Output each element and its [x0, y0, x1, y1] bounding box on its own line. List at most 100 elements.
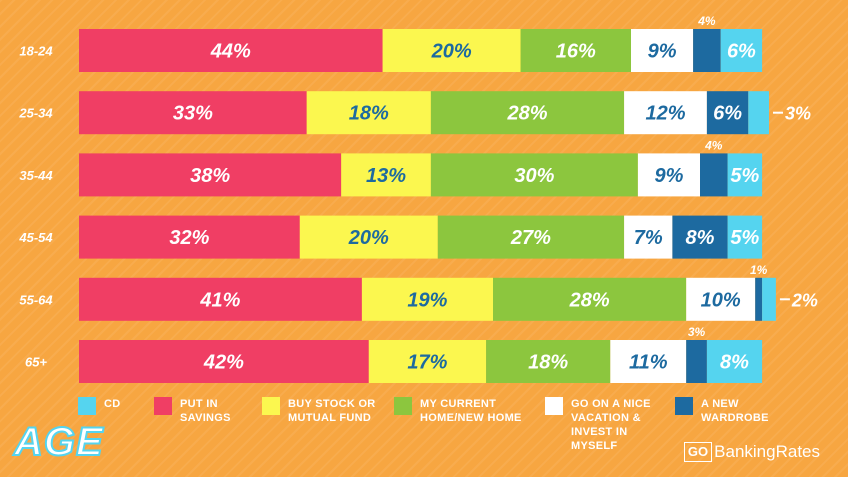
bar-35-44-buy-stock-or-mutual-fund — [341, 153, 431, 197]
bar-35-44-my-current-home-new-home — [430, 153, 638, 197]
bar-18-24-cd-label: 6% — [727, 41, 756, 63]
bar-18-24-my-current-home-new-home — [520, 29, 631, 72]
bar-65-a-new-wardrobe — [686, 340, 707, 383]
bar-35-44-cd-label: 5% — [730, 165, 759, 187]
brand-logo-box: GO — [683, 442, 713, 462]
bar-18-24-cd — [720, 29, 763, 72]
bar-25-34-a-new-wardrobe — [706, 91, 749, 135]
legend-label-cd: CD — [104, 398, 121, 410]
legend-swatch-savings — [154, 397, 172, 415]
legend-item-savings: PUT IN SAVINGS — [154, 397, 250, 425]
bar-45-54-cd — [727, 215, 763, 259]
legend: CD PUT IN SAVINGS BUY STOCK OR MUTUAL FU… — [78, 397, 778, 457]
bar-45-54-cd-label: 5% — [730, 227, 759, 249]
bar-35-44-a-new-wardrobe — [700, 153, 728, 197]
bar-45-54-put-in-savings-label: 32% — [169, 227, 209, 249]
bar-35-44-buy-stock-or-mutual-fund-label: 13% — [366, 165, 406, 187]
legend-item-vacation: GO ON A NICE VACATION & INVEST IN MYSELF — [545, 397, 661, 453]
bar-55-64-go-on-a-nice-vacation-invest-in-myself — [686, 277, 756, 321]
brand-logo-text: BankingRates — [714, 442, 820, 461]
bar-25-34-my-current-home-new-home-label: 28% — [506, 103, 547, 125]
bar-45-54-buy-stock-or-mutual-fund — [299, 215, 438, 259]
legend-swatch-home — [394, 397, 412, 415]
bar-65-a-new-wardrobe-label: 3% — [688, 325, 706, 339]
bar-18-24-a-new-wardrobe — [693, 29, 721, 72]
bar-65-put-in-savings — [79, 340, 369, 383]
bar-25-34-put-in-savings — [79, 91, 307, 135]
category-label-18-24: 18-24 — [19, 44, 53, 59]
bar-65-cd-label: 8% — [720, 352, 749, 374]
bar-25-34-buy-stock-or-mutual-fund-label: 18% — [349, 103, 389, 125]
bar-45-54-a-new-wardrobe — [672, 215, 728, 259]
bar-25-34-my-current-home-new-home — [430, 91, 625, 135]
bar-25-34-cd-label: 3% — [785, 104, 811, 124]
brand-logo: GO BankingRates — [683, 442, 820, 462]
bar-65-go-on-a-nice-vacation-invest-in-myself — [610, 340, 687, 383]
bar-45-54-go-on-a-nice-vacation-invest-in-myself-label: 7% — [634, 227, 663, 249]
bar-25-34-buy-stock-or-mutual-fund — [306, 91, 431, 135]
bar-45-54-my-current-home-new-home — [437, 215, 625, 259]
bar-65-buy-stock-or-mutual-fund — [368, 340, 487, 383]
bar-55-64-put-in-savings — [79, 277, 362, 321]
legend-label-stock: BUY STOCK OR MUTUAL FUND — [288, 398, 376, 424]
bar-65-put-in-savings-label: 42% — [203, 352, 244, 374]
bar-35-44-a-new-wardrobe-label: 4% — [704, 138, 723, 152]
bar-35-44-my-current-home-new-home-label: 30% — [514, 165, 554, 187]
bar-45-54-put-in-savings — [79, 215, 300, 259]
bar-45-54-buy-stock-or-mutual-fund-label: 20% — [348, 227, 389, 249]
bar-65-my-current-home-new-home-label: 18% — [528, 352, 568, 374]
bar-35-44-cd — [727, 153, 763, 197]
bar-18-24-buy-stock-or-mutual-fund-label: 20% — [431, 41, 472, 63]
category-label-35-44: 35-44 — [19, 168, 53, 183]
bar-55-64-put-in-savings-label: 41% — [199, 289, 240, 311]
bar-45-54-my-current-home-new-home-label: 27% — [510, 227, 551, 249]
bar-35-44-go-on-a-nice-vacation-invest-in-myself — [637, 153, 700, 197]
bar-45-54-go-on-a-nice-vacation-invest-in-myself — [624, 215, 673, 259]
bar-25-34-a-new-wardrobe-label: 6% — [713, 103, 742, 125]
bar-18-24-my-current-home-new-home-label: 16% — [556, 41, 596, 63]
bar-55-64-buy-stock-or-mutual-fund-label: 19% — [407, 289, 447, 311]
legend-label-vacation: GO ON A NICE VACATION & INVEST IN MYSELF — [571, 398, 651, 452]
legend-swatch-wardrobe — [675, 397, 693, 415]
bar-55-64-my-current-home-new-home — [493, 277, 687, 321]
bar-55-64-go-on-a-nice-vacation-invest-in-myself-label: 10% — [701, 289, 741, 311]
bar-65-my-current-home-new-home — [486, 340, 611, 383]
stacked-bar-chart: 18-24 44% 20% 16% 9% 4% 6% 25-34 33% 18% 28% 12% 6% 3… — [18, 14, 818, 383]
bar-25-34-go-on-a-nice-vacation-invest-in-myself — [624, 91, 707, 135]
bar-45-54-a-new-wardrobe-label: 8% — [686, 227, 715, 249]
bar-55-64-cd-label: 2% — [791, 290, 818, 310]
legend-label-home: MY CURRENT HOME/NEW HOME — [420, 398, 522, 424]
bar-18-24-go-on-a-nice-vacation-invest-in-myself — [631, 29, 694, 72]
bar-35-44-go-on-a-nice-vacation-invest-in-myself-label: 9% — [654, 165, 683, 187]
category-label-25-34: 25-34 — [18, 106, 53, 121]
bar-18-24-put-in-savings-label: 44% — [210, 41, 251, 63]
legend-swatch-stock — [262, 397, 280, 415]
bar-55-64-buy-stock-or-mutual-fund — [361, 277, 493, 321]
bar-25-34-put-in-savings-label: 33% — [173, 103, 213, 125]
category-label-65: 65+ — [25, 355, 47, 370]
bar-18-24-go-on-a-nice-vacation-invest-in-myself-label: 9% — [648, 41, 677, 63]
legend-item-wardrobe: A NEW WARDROBE — [675, 397, 781, 425]
bar-65-go-on-a-nice-vacation-invest-in-myself-label: 11% — [629, 352, 668, 374]
bar-55-64-my-current-home-new-home-label: 28% — [569, 289, 610, 311]
legend-item-cd: CD — [78, 397, 121, 415]
bar-55-64-cd — [762, 277, 776, 321]
bar-35-44-put-in-savings — [79, 153, 342, 197]
bar-35-44-put-in-savings-label: 38% — [190, 165, 230, 187]
axis-title-age: AGE — [13, 419, 104, 465]
legend-label-savings: PUT IN SAVINGS — [180, 398, 231, 424]
category-label-45-54: 45-54 — [18, 230, 53, 245]
bar-65-cd — [706, 340, 763, 383]
bar-55-64-a-new-wardrobe — [755, 277, 763, 321]
legend-label-wardrobe: A NEW WARDROBE — [701, 398, 769, 424]
category-label-55-64: 55-64 — [19, 292, 53, 307]
legend-swatch-vacation — [545, 397, 563, 415]
bar-25-34-go-on-a-nice-vacation-invest-in-myself-label: 12% — [645, 103, 685, 125]
legend-item-stock: BUY STOCK OR MUTUAL FUND — [262, 397, 380, 425]
legend-item-home: MY CURRENT HOME/NEW HOME — [394, 397, 532, 425]
bar-18-24-put-in-savings — [79, 29, 383, 72]
bar-25-34-cd — [748, 91, 769, 135]
legend-swatch-cd — [78, 397, 96, 415]
bar-65-buy-stock-or-mutual-fund-label: 17% — [407, 352, 447, 374]
bar-18-24-a-new-wardrobe-label: 4% — [697, 14, 716, 28]
